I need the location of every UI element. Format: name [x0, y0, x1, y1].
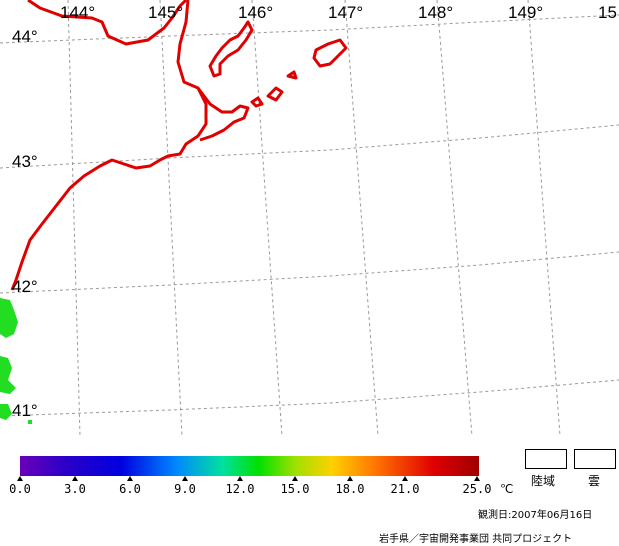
temperature-colorbar	[20, 456, 479, 476]
tick-label-9: 9.0	[174, 482, 196, 496]
lon-line-147	[344, 0, 379, 436]
lon-label-145: 145°	[148, 3, 184, 22]
tick-label-21: 21.0	[390, 482, 420, 496]
lon-label-148: 148°	[418, 3, 454, 22]
land-swatch	[525, 449, 567, 469]
coastline	[10, 0, 348, 291]
lat-label-43: 43°	[12, 152, 38, 171]
credit-line: 岩手県／宇宙開発事業団 共同プロジェクト	[379, 534, 573, 545]
shiretoko-coast	[10, 0, 208, 291]
tick-label-3: 3.0	[64, 482, 86, 496]
observation-date: 観測日:2007年06月16日	[478, 510, 593, 521]
tick-mark	[474, 476, 480, 481]
lon-label-146: 146°	[238, 3, 274, 22]
lat-line-41	[0, 379, 619, 417]
tick-mark	[292, 476, 298, 481]
lon-label-149: 149°	[508, 3, 544, 22]
sst-patch-middle	[0, 356, 16, 394]
tick-mark	[237, 476, 243, 481]
tick-mark	[17, 476, 23, 481]
lon-label-147: 147°	[328, 3, 364, 22]
tick-mark	[402, 476, 408, 481]
sst-patch-south	[0, 404, 12, 420]
cloud-label: 雲	[588, 474, 601, 488]
lon-label-144: 144°	[60, 3, 96, 22]
lon-label-150: 15	[598, 3, 617, 22]
lat-label-44: 44°	[12, 27, 38, 46]
tick-mark	[72, 476, 78, 481]
lon-line-144	[67, 0, 81, 436]
sst-data	[0, 298, 32, 424]
sst-patch-north	[0, 298, 18, 338]
kunashiri-island	[208, 20, 254, 78]
tick-label-18: 18.0	[335, 482, 365, 496]
habomai-islands	[250, 70, 298, 108]
lon-line-149	[527, 0, 561, 436]
cloud-swatch	[574, 449, 616, 469]
lon-line-146	[251, 0, 283, 436]
lon-line-145	[159, 0, 183, 436]
tick-label-15: 15.0	[280, 482, 310, 496]
hokkaido-coast	[27, 0, 188, 46]
tick-mark	[347, 476, 353, 481]
shikotan-island	[312, 38, 348, 68]
graticule	[0, 0, 619, 436]
tick-mark	[182, 476, 188, 481]
lat-label-42: 42°	[12, 277, 38, 296]
tick-label-12: 12.0	[225, 482, 255, 496]
tick-label-6: 6.0	[119, 482, 141, 496]
sst-map	[0, 0, 619, 436]
lon-line-148	[436, 0, 473, 436]
nemuro-coast	[196, 87, 250, 142]
tick-label-0: 0.0	[9, 482, 31, 496]
lat-line-44	[0, 14, 619, 44]
tick-label-25: 25.0	[462, 482, 492, 496]
unit-label: ℃	[500, 482, 514, 496]
land-label: 陸域	[531, 474, 556, 488]
lat-line-43	[0, 124, 619, 169]
lat-line-42	[0, 251, 619, 294]
sst-speck	[28, 420, 32, 424]
tick-mark	[127, 476, 133, 481]
lat-label-41: 41°	[12, 401, 38, 420]
